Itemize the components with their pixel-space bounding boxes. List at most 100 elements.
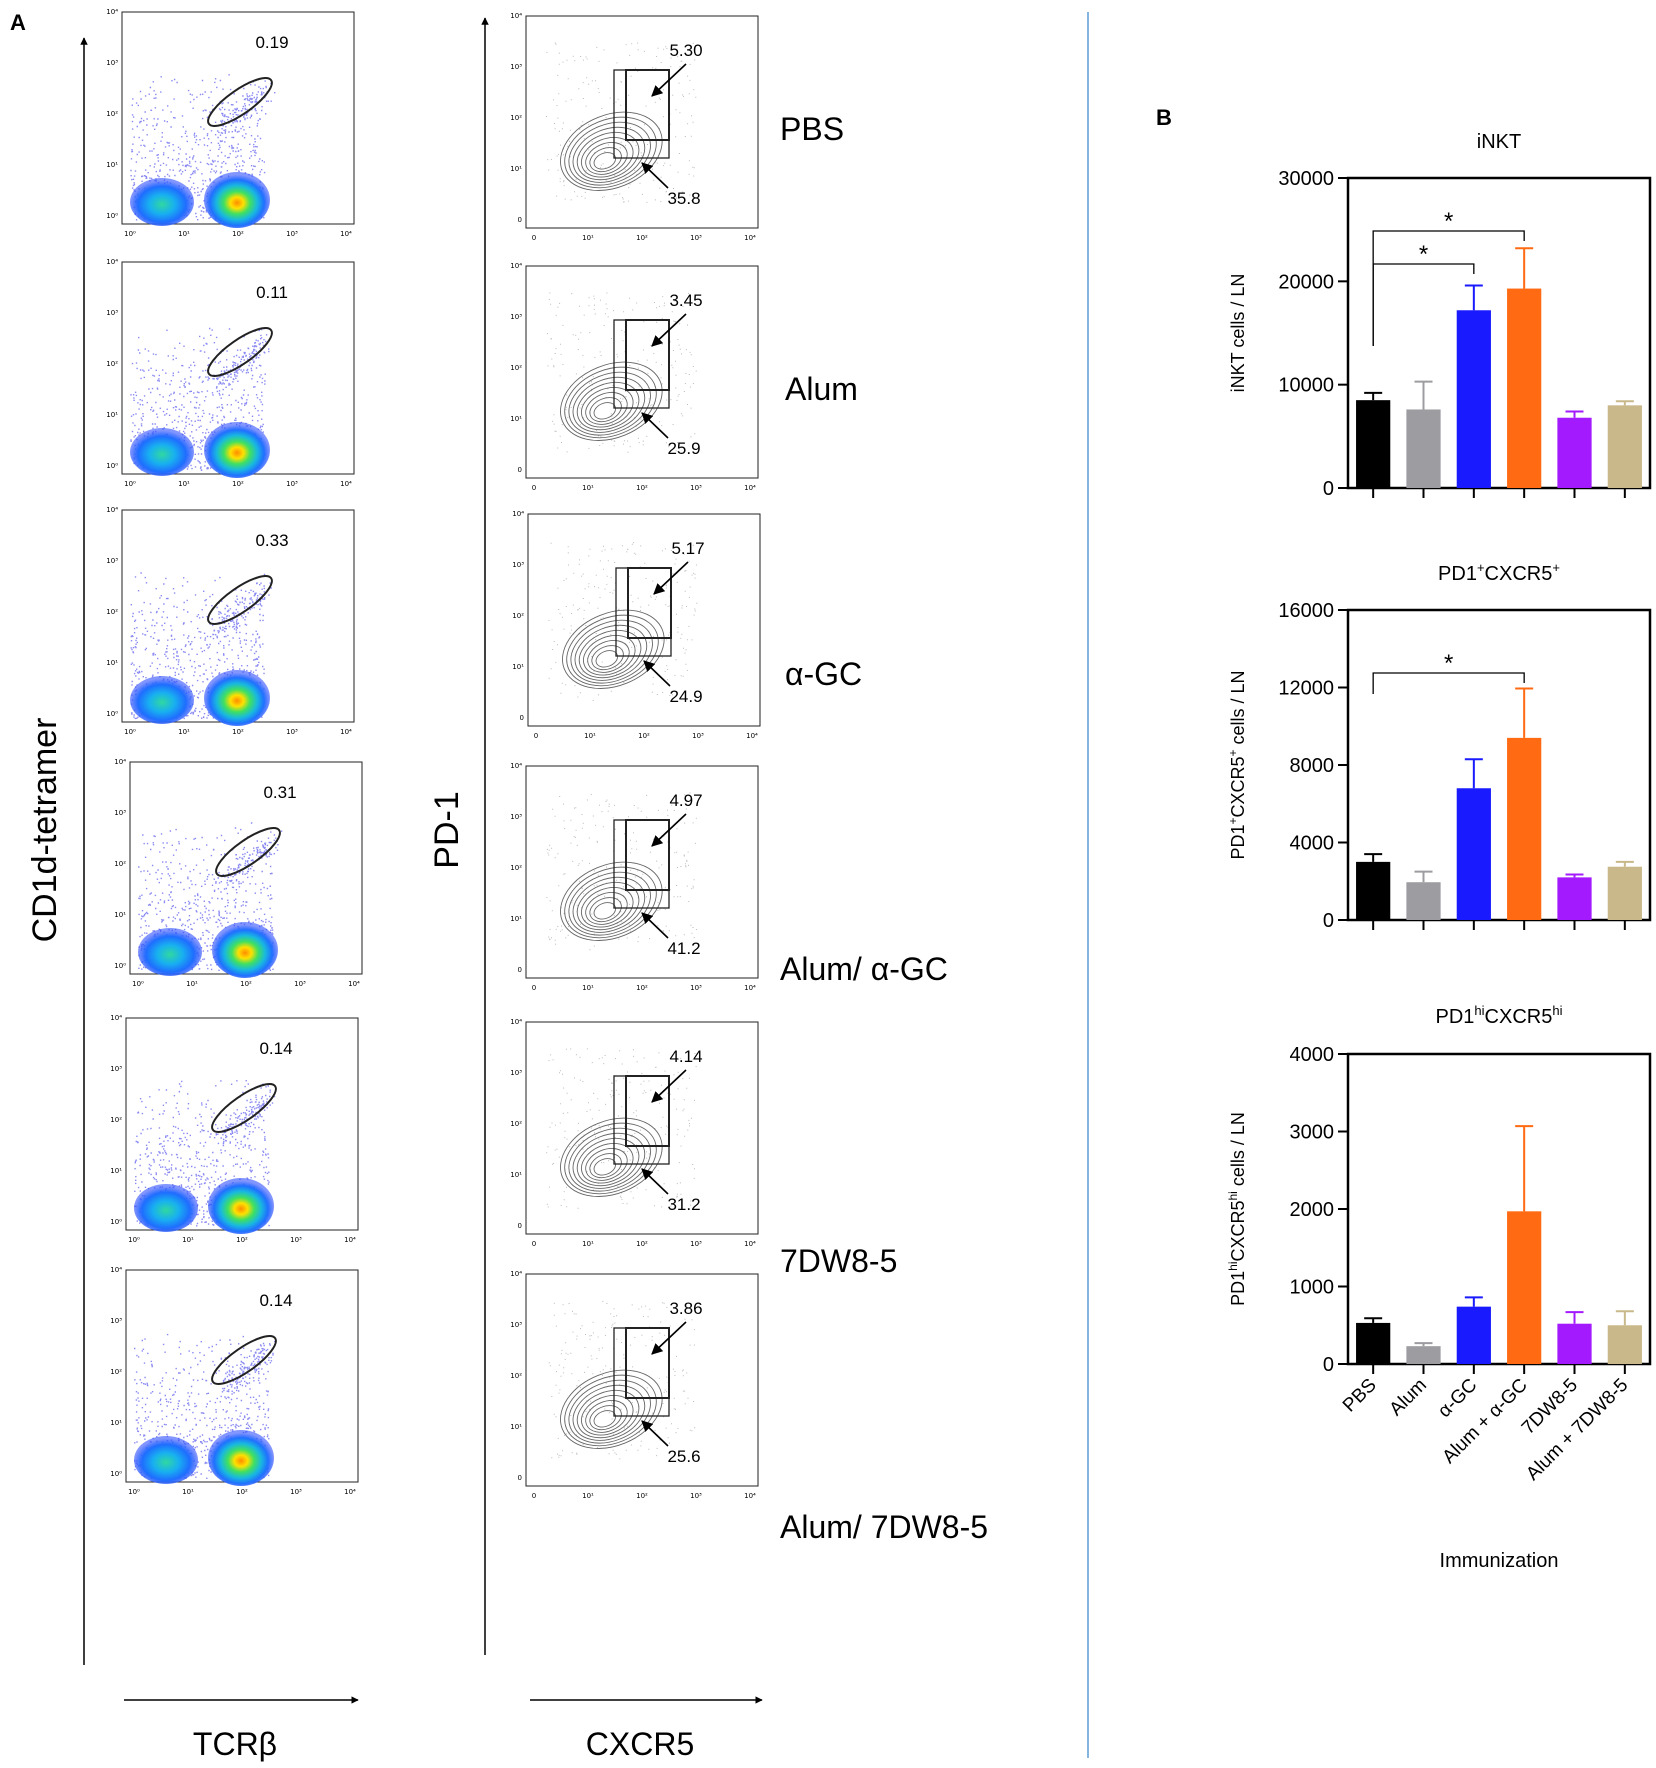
title-superscript: hi (1474, 1003, 1484, 1018)
x-tick-label: 10⁰ (132, 980, 144, 988)
x-tick-label: 10³ (286, 230, 298, 238)
y-tick-label: 30000 (1278, 168, 1334, 190)
y-tick-label: 10³ (510, 1321, 522, 1329)
bar-chart: PD1+CXCR5+PD1+CXCR5+ cells / LN040008000… (1226, 560, 1652, 932)
x-tick-label: 10⁴ (340, 480, 352, 488)
pd1-high-gate (625, 319, 670, 391)
x-tick-label: 0 (532, 1492, 536, 1500)
title-text: PD1 (1438, 563, 1477, 585)
x-tick-label: 10¹ (182, 1236, 194, 1244)
x-tick-label: 10¹ (186, 980, 198, 988)
flow-row: 0.14 10⁰ 10⁰ 10¹ 10¹ 10² 10² 10³ 10³ 10⁴ 10⁴ 3.86 25… (110, 1266, 988, 1545)
x-tick-label: 10² (636, 234, 648, 242)
tetramer-percentage: 0.31 (263, 783, 296, 802)
x-tick-label: 10¹ (582, 984, 594, 992)
bar (1557, 417, 1592, 488)
pd1-positive-arrow (641, 1168, 669, 1195)
title-superscript: + (1477, 560, 1485, 575)
label-superscript: + (1226, 749, 1240, 756)
contour-line (593, 402, 617, 420)
flow-row: 0.31 10⁰ 10⁰ 10¹ 10¹ 10² 10² 10³ 10³ 10⁴ 10⁴ 4.97 41… (114, 758, 948, 992)
bar (1456, 1306, 1491, 1364)
contour-line (593, 152, 617, 170)
y-tick-label: 12000 (1278, 678, 1334, 700)
pd1-high-arrow (651, 813, 687, 847)
x-tick-label: 10¹ (582, 484, 594, 492)
x-tick-label: α-GC (1434, 1375, 1481, 1422)
x-tick-label: 10³ (690, 1240, 702, 1248)
group-label: α-GC (785, 656, 862, 692)
y-tick-label: 10² (106, 110, 118, 118)
tetramer-dot-plot: 0.31 10⁰ 10⁰ 10¹ 10¹ 10² 10² 10³ 10³ 10⁴ 10⁴ (114, 758, 363, 988)
contour-line (570, 619, 653, 684)
y-tick-label: 10³ (510, 813, 522, 821)
x-tick-label: 10⁴ (746, 732, 758, 740)
x-tick-label: 0 (532, 234, 536, 242)
pd1-high-gate (625, 1327, 670, 1399)
y-tick-label: 10⁴ (510, 262, 522, 270)
bar (1507, 737, 1542, 920)
x-tick-label: 10³ (692, 732, 704, 740)
y-tick-label: 4000 (1290, 1044, 1335, 1066)
x-tick-label: 10² (636, 984, 648, 992)
y-tick-label: 8000 (1290, 755, 1335, 777)
significance-bracket (1372, 230, 1525, 346)
contour-line (585, 1148, 628, 1181)
pd1-axis-label: PD-1 (428, 791, 466, 868)
x-tick-label: 10¹ (178, 230, 190, 238)
tetramer-gate (215, 827, 281, 877)
tcrb-positive-population (208, 1430, 274, 1486)
contour-plot-frame (525, 1021, 759, 1235)
x-tick-label: 10⁰ (124, 480, 136, 488)
y-tick-label: 10¹ (106, 411, 118, 419)
significance-star: * (1419, 241, 1428, 268)
title-superscript: hi (1552, 1003, 1562, 1018)
y-tick-label: 10³ (510, 313, 522, 321)
contour-plot-frame (525, 1273, 759, 1487)
x-tick-label: 10³ (690, 484, 702, 492)
y-tick-label: 10⁴ (110, 1266, 122, 1274)
contour-line (585, 392, 628, 425)
x-tick-label: 10² (638, 732, 650, 740)
contour-line (593, 1158, 617, 1176)
bar (1406, 1346, 1441, 1364)
pd1-high-percentage: 5.17 (671, 539, 704, 558)
contour-line (576, 381, 640, 431)
y-tick-label: 10² (106, 360, 118, 368)
y-tick-label: 10¹ (110, 1419, 122, 1427)
x-tick-label: 10² (240, 980, 252, 988)
tcrb-positive-population (204, 670, 270, 726)
contour-line (568, 871, 651, 936)
contour-line (564, 366, 657, 439)
contour-line (581, 386, 634, 428)
group-label: Alum/ α-GC (780, 951, 948, 987)
contour-plot-frame (525, 15, 759, 229)
x-tick-label: 10¹ (178, 480, 190, 488)
x-tick-label: 10² (232, 480, 244, 488)
pd1-contour-plot: 3.45 25.9 0 0 10¹ 10¹ 10² 10² 10³ 10³ 10⁴ 10⁴ (510, 262, 759, 492)
chart-title: PD1hiCXCR5hi (1436, 1003, 1563, 1028)
negative-population (130, 428, 194, 476)
x-tick-label: 10⁴ (340, 230, 352, 238)
pd1-positive-percentage: 35.8 (667, 189, 700, 208)
y-tick-label: 10⁴ (106, 8, 118, 16)
tetramer-percentage: 0.14 (259, 1039, 292, 1058)
x-tick-label: 10² (236, 1488, 248, 1496)
tetramer-percentage: 0.19 (255, 33, 288, 52)
flow-row: 0.11 10⁰ 10⁰ 10¹ 10¹ 10² 10² 10³ 10³ 10⁴ 10⁴ 3.45 25… (106, 258, 858, 492)
label-text: PD1 (1228, 825, 1248, 860)
y-tick-label: 10¹ (512, 663, 524, 671)
contour-line (562, 609, 665, 689)
contour-line (585, 1400, 628, 1433)
contour-line (560, 1117, 663, 1197)
y-tick-label: 10¹ (110, 1167, 122, 1175)
y-tick-label: 10² (510, 1372, 522, 1380)
x-tick-label: 10⁰ (128, 1236, 140, 1244)
y-tick-label: 10² (110, 1368, 122, 1376)
bar-chart: iNKT iNKT cells / LN 0 10000 20000 30000 * * (1228, 131, 1652, 500)
tetramer-dot-plot: 0.11 10⁰ 10⁰ 10¹ 10¹ 10² 10² 10³ 10³ 10⁴ 10⁴ (106, 258, 355, 488)
bar (1557, 1323, 1592, 1364)
pd1-high-percentage: 5.30 (669, 41, 702, 60)
bar (1507, 1211, 1542, 1364)
